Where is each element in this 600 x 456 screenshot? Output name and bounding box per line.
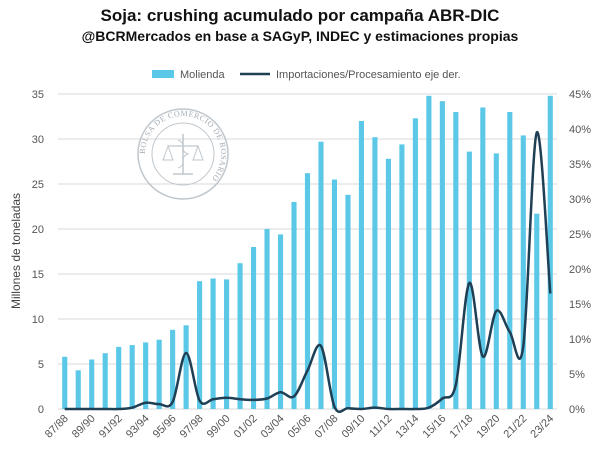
x-tick-label: 03/04 — [259, 413, 287, 441]
x-tick-label: 17/18 — [448, 413, 476, 441]
x-tick-label: 07/08 — [313, 413, 341, 441]
legend-swatch-molienda — [152, 70, 174, 78]
bar — [183, 325, 189, 409]
y2-tick-label: 15% — [569, 299, 591, 311]
y-tick-label: 5 — [38, 359, 44, 371]
bar — [453, 112, 459, 409]
bar — [291, 202, 297, 409]
bar — [210, 278, 216, 409]
bar — [547, 95, 553, 410]
bar — [89, 359, 95, 409]
y2-tick-label: 20% — [569, 264, 591, 276]
y-tick-label: 10 — [32, 314, 44, 326]
bar — [102, 353, 108, 409]
bar — [507, 112, 513, 409]
bar — [399, 144, 405, 409]
y2-tick-label: 35% — [569, 159, 591, 171]
bar — [318, 141, 324, 409]
bar — [385, 158, 391, 409]
x-tick-label: 21/22 — [501, 413, 529, 441]
y-axis-label: Millones de toneladas — [9, 193, 23, 309]
y-axis-left: 0 5 10 15 20 25 30 35 — [32, 89, 44, 416]
bar — [372, 137, 378, 409]
bar — [466, 151, 472, 409]
x-tick-label: 11/12 — [367, 413, 394, 440]
bar — [304, 173, 311, 409]
legend-label-molienda: Molienda — [180, 69, 226, 81]
x-axis: 87/88 89/90 91/92 93/94 95/96 97/98 99/00 01/02… — [43, 413, 556, 441]
x-tick-label: 09/10 — [340, 413, 368, 441]
y-tick-label: 35 — [32, 89, 44, 101]
bar — [62, 356, 68, 409]
bar — [156, 339, 162, 409]
bar — [116, 346, 122, 409]
bar — [439, 101, 445, 409]
x-tick-label: 01/02 — [232, 413, 260, 441]
bar — [520, 135, 526, 409]
y2-tick-label: 25% — [569, 229, 591, 241]
x-tick-label: 15/16 — [421, 413, 449, 441]
legend-label-importaciones: Importaciones/Procesamiento eje der. — [276, 69, 461, 81]
x-tick-label: 97/98 — [178, 413, 206, 441]
bar — [480, 107, 486, 409]
x-tick-label: 89/90 — [70, 413, 98, 441]
bar — [534, 213, 540, 409]
y-tick-label: 0 — [38, 404, 44, 416]
y-tick-label: 30 — [32, 134, 44, 146]
watermark-seal: BOLSA DE COMERCIO DE ROSARIO — [137, 108, 229, 200]
bar — [250, 247, 257, 409]
y-tick-label: 15 — [32, 269, 44, 281]
bar — [143, 342, 149, 409]
legend: Molienda Importaciones/Procesamiento eje… — [152, 69, 461, 81]
series-line-importaciones — [64, 131, 552, 414]
line-series — [64, 131, 552, 414]
bar — [345, 194, 351, 409]
bar — [129, 345, 135, 409]
x-tick-label: 95/96 — [151, 413, 179, 441]
bar — [412, 118, 418, 410]
y2-tick-label: 0% — [569, 404, 585, 416]
y2-tick-label: 5% — [569, 369, 585, 381]
chart-subtitle: @BCRMercados en base a SAGyP, INDEC y es… — [81, 28, 519, 44]
y2-tick-label: 45% — [569, 89, 591, 101]
x-tick-label: 05/06 — [286, 413, 314, 441]
x-tick-label: 13/14 — [394, 413, 422, 441]
x-tick-label: 91/92 — [97, 413, 125, 441]
bar — [331, 179, 338, 409]
bar — [264, 229, 270, 409]
y2-tick-label: 10% — [569, 334, 591, 346]
bar — [237, 263, 243, 409]
bar — [224, 279, 230, 409]
y-tick-label: 25 — [32, 179, 44, 191]
bar-series — [62, 95, 553, 410]
bar — [170, 329, 176, 409]
bar — [358, 121, 365, 409]
bar — [75, 370, 81, 409]
y-tick-label: 20 — [32, 224, 44, 236]
x-tick-label: 19/20 — [474, 413, 502, 441]
bar — [277, 234, 284, 409]
bar — [426, 95, 432, 410]
y2-tick-label: 40% — [569, 124, 591, 136]
chart-title: Soja: crushing acumulado por campaña ABR… — [100, 6, 500, 25]
bar — [493, 153, 499, 409]
x-tick-label: 23/24 — [528, 413, 556, 441]
x-tick-label: 99/00 — [205, 413, 233, 441]
x-tick-label: 87/88 — [43, 413, 71, 441]
x-tick-label: 93/94 — [124, 413, 152, 441]
bar — [197, 281, 203, 409]
gridlines — [58, 93, 557, 410]
y2-tick-label: 30% — [569, 194, 591, 206]
y-axis-right: 0% 5% 10% 15% 20% 25% 30% 35% 40% 45% — [569, 89, 591, 416]
